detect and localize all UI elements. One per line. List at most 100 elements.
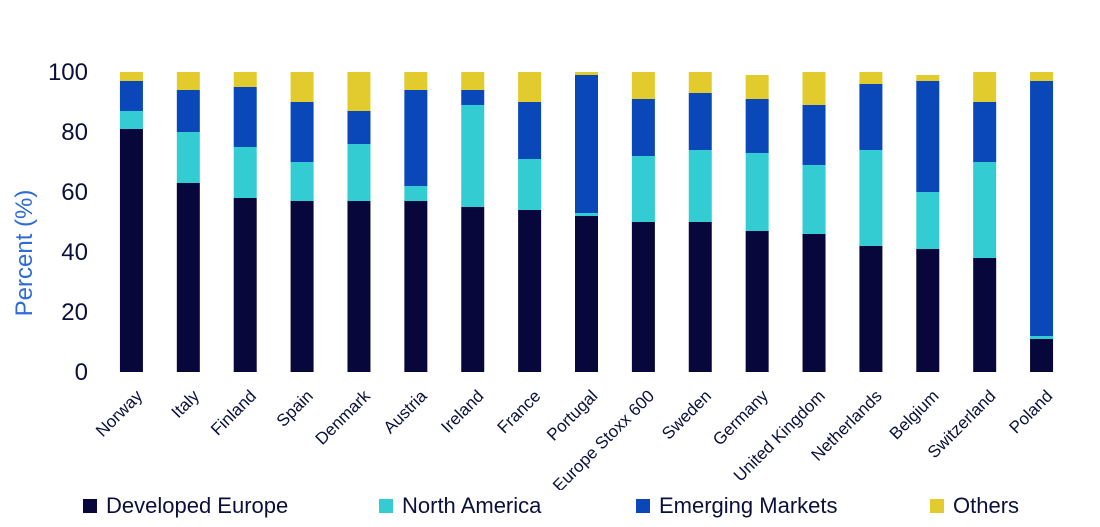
bar-sweden-north-america — [688, 150, 712, 222]
bar-ireland-emerging-markets — [461, 90, 485, 105]
bar-norway-others — [119, 72, 143, 81]
bar-poland-others — [1030, 72, 1054, 81]
x-tick-label-portugal: Portugal — [543, 386, 601, 444]
x-tick-label-france: France — [494, 386, 545, 437]
bar-portugal-north-america — [575, 213, 598, 216]
bar-finland-north-america — [233, 147, 257, 198]
bar-poland-developed-europe — [1030, 339, 1054, 372]
bar-united-kingdom-others — [802, 72, 826, 105]
x-tick-label-belgium: Belgium — [886, 386, 943, 443]
bar-ireland-north-america — [461, 105, 485, 207]
bar-united-kingdom-north-america — [802, 165, 826, 234]
y-tick-label: 60 — [61, 179, 88, 206]
bar-belgium-others — [916, 75, 940, 81]
bar-belgium-north-america — [916, 192, 940, 249]
bar-spain-others — [290, 72, 314, 102]
legend-label: Emerging Markets — [659, 493, 838, 518]
bars — [119, 72, 1054, 372]
bar-france-developed-europe — [518, 210, 542, 372]
bar-europe-stoxx-600-emerging-markets — [631, 99, 655, 156]
bar-austria-others — [404, 72, 428, 90]
bar-france-north-america — [518, 159, 542, 210]
bar-switzerland-others — [973, 72, 997, 102]
bar-denmark-developed-europe — [347, 201, 371, 372]
x-tick-label-italy: Italy — [168, 386, 204, 422]
bar-italy-others — [176, 72, 200, 90]
bar-poland-emerging-markets — [1030, 81, 1054, 336]
bar-spain-north-america — [290, 162, 314, 201]
bar-europe-stoxx-600-others — [631, 72, 655, 99]
x-tick-label-denmark: Denmark — [312, 386, 375, 449]
bar-ireland-others — [461, 72, 485, 90]
legend: Developed Europe North America Emerging … — [0, 493, 1100, 525]
bar-switzerland-developed-europe — [973, 258, 997, 372]
bar-spain-developed-europe — [290, 201, 314, 372]
bar-portugal-others — [575, 72, 598, 75]
bar-italy-emerging-markets — [176, 90, 200, 132]
bar-portugal-developed-europe — [575, 216, 598, 372]
bar-norway-emerging-markets — [119, 81, 143, 111]
y-tick-label: 0 — [75, 359, 88, 386]
bar-austria-developed-europe — [404, 201, 428, 372]
bar-germany-north-america — [745, 153, 769, 231]
bar-norway-developed-europe — [119, 129, 143, 372]
x-tick-label-poland: Poland — [1006, 386, 1057, 437]
bar-europe-stoxx-600-developed-europe — [631, 222, 655, 372]
bar-finland-emerging-markets — [233, 87, 257, 147]
bar-sweden-others — [688, 72, 712, 93]
bar-austria-emerging-markets — [404, 90, 428, 186]
legend-item-emerging-markets: Emerging Markets — [636, 493, 838, 519]
bar-germany-others — [745, 75, 769, 99]
x-tick-label-europe-stoxx-600: Europe Stoxx 600 — [549, 386, 658, 490]
legend-swatch-emerging-markets — [636, 499, 650, 513]
bar-switzerland-emerging-markets — [973, 102, 997, 162]
bar-netherlands-north-america — [859, 150, 883, 246]
bar-france-others — [518, 72, 542, 102]
y-tick-label: 40 — [61, 239, 88, 266]
y-tick-label: 80 — [61, 119, 88, 146]
y-axis-ticks: 0 20 40 60 80 100 — [48, 59, 88, 386]
stacked-bar-chart: Percent (%) 0 20 40 60 80 100 Norway Italy Finl… — [11, 59, 1056, 490]
bar-germany-emerging-markets — [745, 99, 769, 153]
bar-denmark-others — [347, 72, 371, 111]
bar-ireland-developed-europe — [461, 207, 485, 372]
x-tick-label-ireland: Ireland — [437, 386, 487, 436]
legend-item-north-america: North America — [379, 493, 541, 519]
bar-sweden-emerging-markets — [688, 93, 712, 150]
legend-swatch-north-america — [379, 499, 393, 513]
legend-label: North America — [402, 493, 542, 518]
bar-poland-north-america — [1030, 336, 1054, 339]
bar-austria-north-america — [404, 186, 428, 201]
bar-united-kingdom-developed-europe — [802, 234, 826, 372]
bar-switzerland-north-america — [973, 162, 997, 258]
x-tick-label-norway: Norway — [92, 386, 147, 441]
bar-belgium-emerging-markets — [916, 81, 940, 192]
y-axis-label: Percent (%) — [11, 190, 38, 317]
legend-label: Developed Europe — [106, 493, 289, 518]
bar-italy-north-america — [176, 132, 200, 183]
bar-belgium-developed-europe — [916, 249, 940, 372]
legend-label: Others — [953, 493, 1020, 518]
bar-sweden-developed-europe — [688, 222, 712, 372]
legend-item-developed-europe: Developed Europe — [83, 493, 288, 519]
y-tick-label: 100 — [48, 59, 88, 86]
bar-germany-developed-europe — [745, 231, 769, 372]
bar-denmark-emerging-markets — [347, 111, 371, 144]
x-tick-label-spain: Spain — [273, 386, 317, 430]
bar-finland-developed-europe — [233, 198, 257, 372]
bar-united-kingdom-emerging-markets — [802, 105, 826, 165]
bar-netherlands-emerging-markets — [859, 84, 883, 150]
bar-netherlands-others — [859, 72, 883, 84]
legend-swatch-others — [930, 499, 944, 513]
bar-spain-emerging-markets — [290, 102, 314, 162]
bar-france-emerging-markets — [518, 102, 542, 159]
bar-europe-stoxx-600-north-america — [631, 156, 655, 222]
bar-portugal-emerging-markets — [575, 75, 598, 213]
bar-norway-north-america — [119, 111, 143, 129]
y-tick-label: 20 — [61, 299, 88, 326]
legend-swatch-developed-europe — [83, 499, 97, 513]
bar-finland-others — [233, 72, 257, 87]
x-tick-label-austria: Austria — [380, 386, 431, 437]
x-tick-label-sweden: Sweden — [658, 386, 715, 443]
